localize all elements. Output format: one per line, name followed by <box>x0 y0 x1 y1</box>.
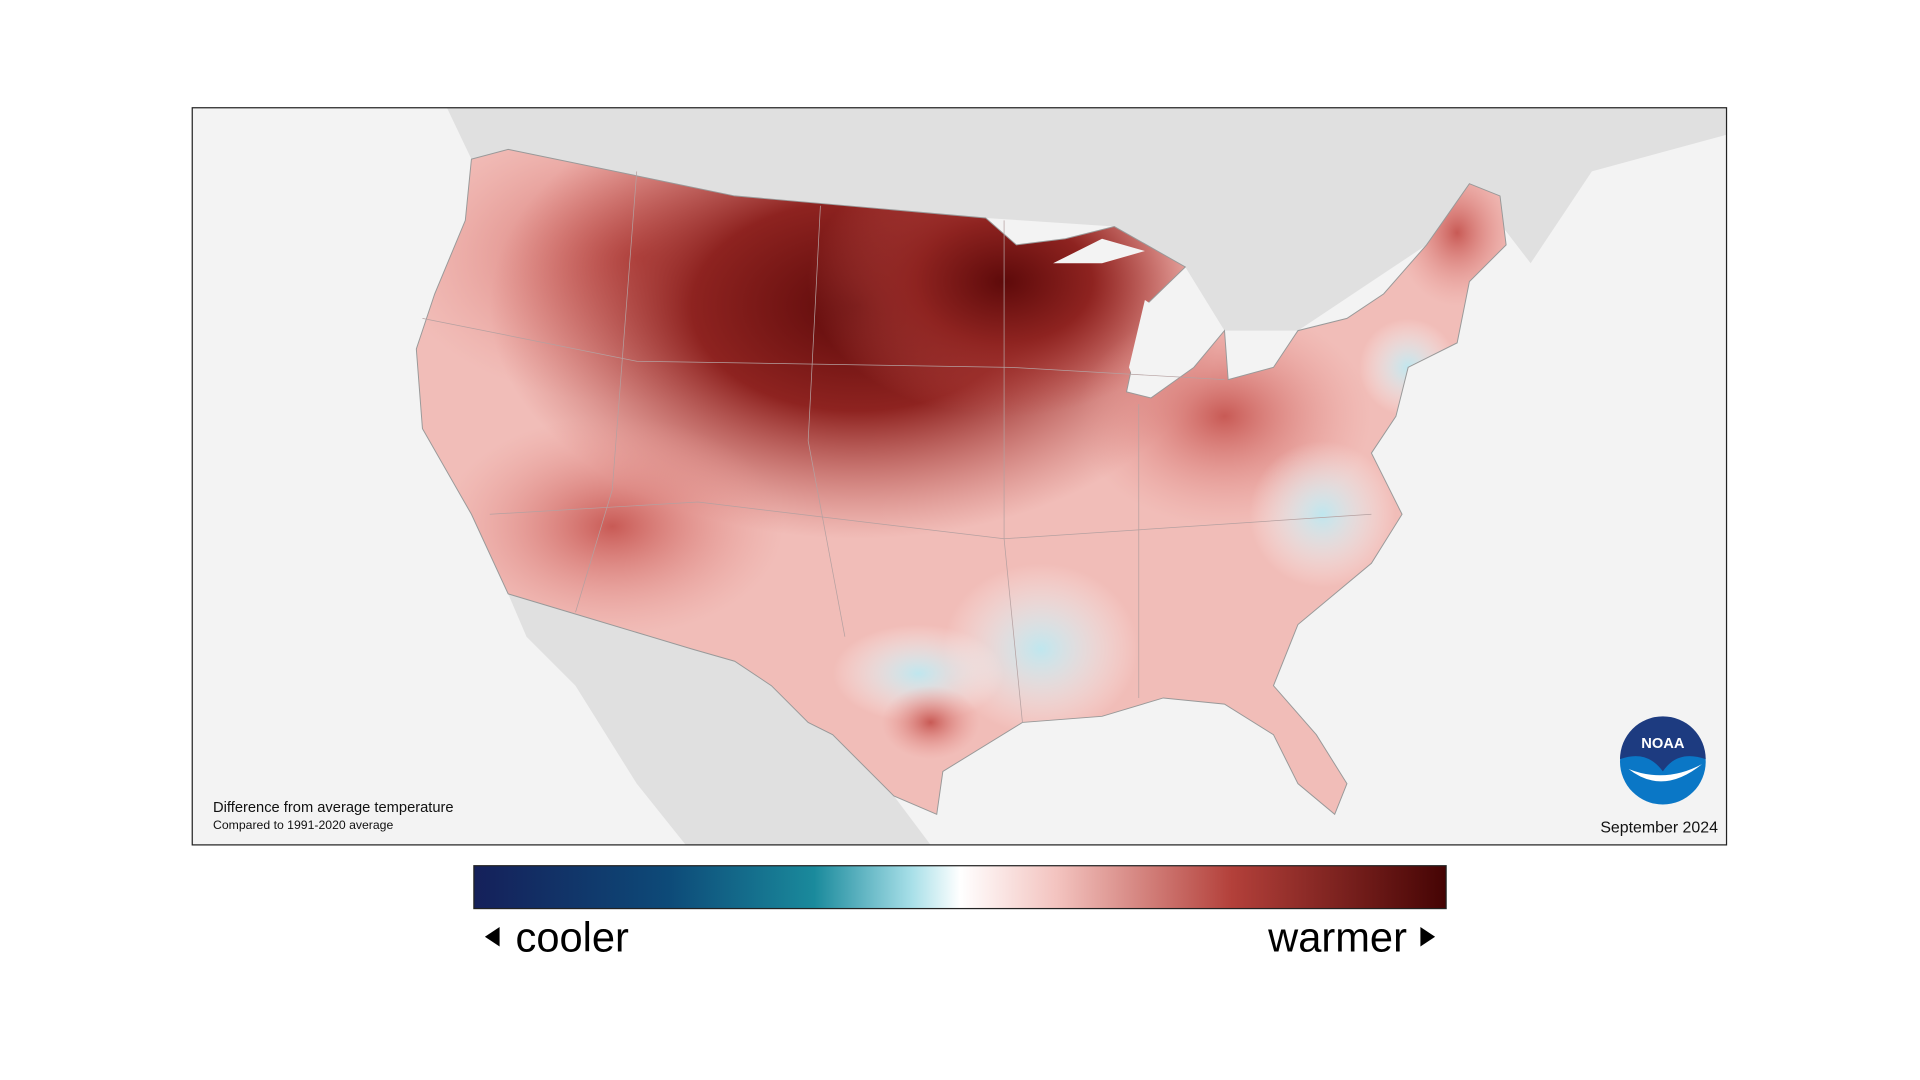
legend-high-label: warmer <box>1267 913 1407 960</box>
canada <box>446 107 1727 331</box>
logo-text: NOAA <box>1641 736 1685 752</box>
color-scale <box>473 865 1447 910</box>
map-frame <box>191 107 1728 846</box>
note-title: Difference from average temperature <box>213 800 454 816</box>
us-outline <box>415 148 1507 816</box>
map-area <box>192 107 1727 845</box>
cooler-arrow <box>484 926 500 947</box>
note-subtitle: Compared to 1991-2020 average <box>213 818 393 832</box>
map-date: September 2024 <box>1600 820 1718 837</box>
state-lines <box>422 171 1372 723</box>
lake-michigan <box>1128 300 1164 392</box>
noaa-logo: NOAA <box>1620 716 1706 805</box>
lake-superior <box>1053 238 1145 264</box>
legend-low-label: cooler <box>516 913 630 960</box>
warmer-arrow <box>1420 926 1436 947</box>
mexico <box>508 593 931 845</box>
